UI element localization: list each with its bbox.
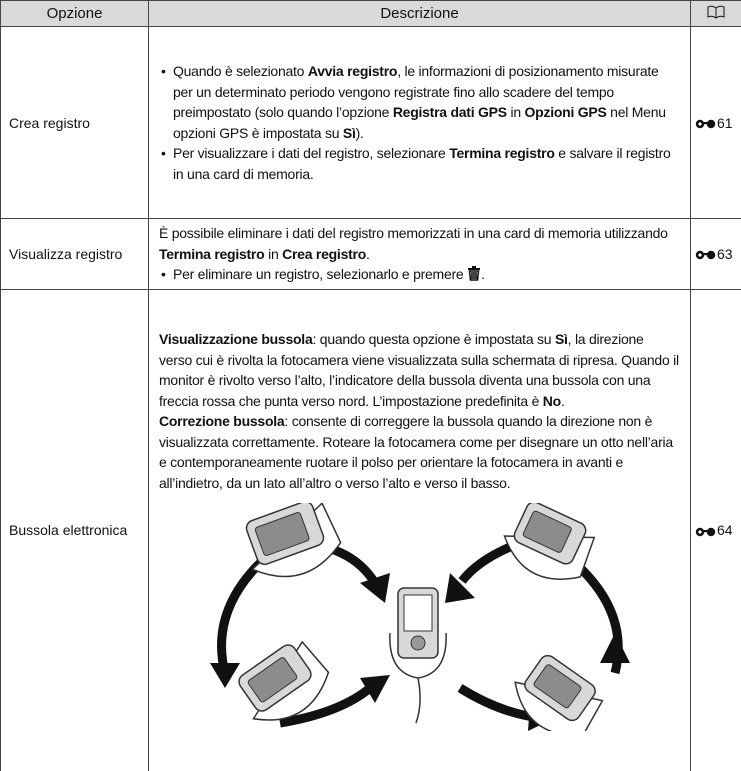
bullet-item: Quando è selezionato Avvia registro, le … — [159, 61, 680, 143]
text: Per visualizzare i dati del registro, se… — [173, 145, 449, 161]
bold-text: Termina registro — [449, 145, 554, 161]
option-cell: Visualizza registro — [1, 219, 149, 290]
book-icon — [707, 5, 725, 19]
text: in — [507, 104, 525, 120]
reference-page: 64 — [717, 522, 733, 538]
reference-page: 63 — [717, 246, 733, 262]
option-cell: Crea registro — [1, 27, 149, 219]
paragraph: Visualizzazione bussola: quando questa o… — [159, 329, 680, 411]
reference-icon — [695, 250, 717, 260]
header-cell: Opzione — [1, 1, 149, 27]
icon-bar — [700, 253, 711, 255]
bold-text: Sì — [555, 331, 568, 347]
text: : quando questa opzione è impostata su — [313, 331, 555, 347]
text: Per eliminare un registro, selezionarlo … — [173, 266, 467, 282]
text: ). — [356, 125, 364, 141]
text: Quando è selezionato — [173, 63, 308, 79]
bold-text: Visualizzazione bussola — [159, 331, 313, 347]
bold-text: Crea registro — [282, 246, 366, 262]
icon-bar — [700, 122, 711, 124]
reference-cell: 61 — [691, 27, 741, 219]
bold-text: Opzioni GPS — [525, 104, 607, 120]
icon-handle — [472, 266, 476, 268]
bold-text: No — [543, 393, 561, 409]
reference-cell: 64 — [691, 289, 741, 771]
text: . — [481, 266, 485, 282]
paragraph: È possibile eliminare i dati del registr… — [159, 223, 680, 264]
description-cell: Visualizzazione bussola: quando questa o… — [149, 289, 691, 771]
compass-calibration-illustration — [200, 503, 640, 731]
table-row: Crea registroQuando è selezionato Avvia … — [1, 27, 741, 219]
bold-text: Termina registro — [159, 246, 264, 262]
bold-text: Registra dati GPS — [393, 104, 507, 120]
icon-hole — [698, 530, 701, 533]
reference-page: 61 — [717, 115, 733, 131]
bullet-item: Per eliminare un registro, selezionarlo … — [159, 264, 680, 285]
motion-arrow — [221, 563, 259, 673]
center-camera — [389, 588, 445, 723]
reference-cell: 63 — [691, 219, 741, 290]
text: in — [264, 246, 282, 262]
description-cell: È possibile eliminare i dati del registr… — [149, 219, 691, 290]
arrow-head — [600, 633, 630, 663]
text: . — [366, 246, 370, 262]
reference-icon — [695, 119, 717, 129]
text: È possibile eliminare i dati del registr… — [159, 225, 668, 241]
strap — [416, 678, 420, 723]
option-cell: Bussola elettronica — [1, 289, 149, 771]
header-cell: Descrizione — [149, 1, 691, 27]
description-cell: Quando è selezionato Avvia registro, le … — [149, 27, 691, 219]
trash-icon — [467, 265, 481, 281]
icon-lid — [468, 268, 480, 270]
bold-text: Avvia registro — [308, 63, 397, 79]
arrow-head — [210, 663, 240, 688]
bullet-item: Per visualizzare i dati del registro, se… — [159, 143, 680, 184]
paragraph: Correzione bussola: consente di corregge… — [159, 411, 680, 493]
header-row: Opzione Descrizione — [1, 1, 741, 27]
header-cell — [691, 1, 741, 27]
camera-dial — [411, 636, 425, 650]
reference-icon — [695, 527, 717, 537]
table-row: Visualizza registro È possibile eliminare… — [1, 219, 741, 290]
icon-bin — [470, 271, 479, 280]
bold-text: Correzione bussola — [159, 413, 284, 429]
icon-bar — [700, 530, 711, 532]
icon-hole — [698, 122, 701, 125]
camera-screen — [404, 595, 432, 631]
icon-hole — [698, 253, 701, 256]
table-body: Crea registroQuando è selezionato Avvia … — [1, 27, 741, 771]
bold-text: Sì — [343, 125, 356, 141]
text: . — [561, 393, 565, 409]
